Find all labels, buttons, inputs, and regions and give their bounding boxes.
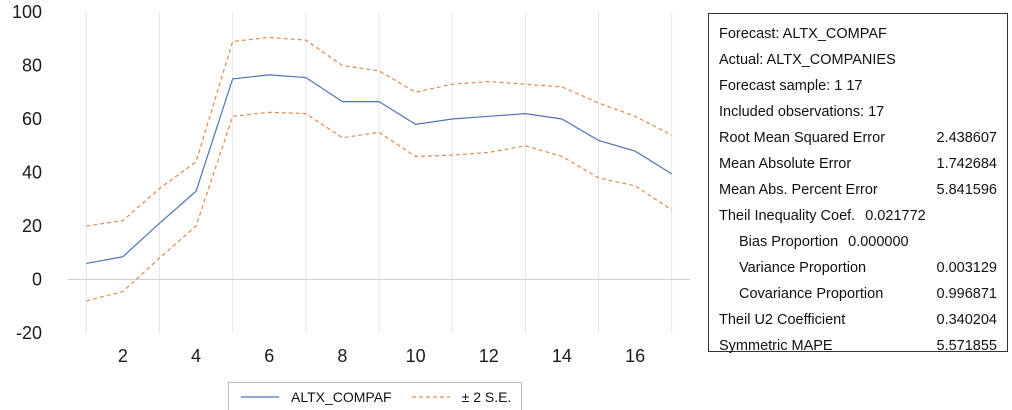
stats-label: Actual: ALTX_COMPANIES (719, 52, 896, 68)
stats-value: 2.438607 (936, 130, 997, 146)
stats-row: Variance Proportion 0.003129 (719, 255, 997, 281)
stats-row: Forecast sample: 1 17 (719, 73, 997, 99)
upper-band-line (86, 36, 672, 227)
stats-value: 0.000000 (848, 234, 909, 250)
stats-label: Variance Proportion (739, 260, 867, 276)
stats-row: Symmetric MAPE 5.571855 (719, 333, 997, 359)
legend-item: ± 2 S.E. (410, 388, 512, 405)
stats-label: Root Mean Squared Error (719, 130, 886, 146)
x-tick-label: 8 (337, 346, 347, 366)
stats-label: Covariance Proportion (739, 286, 884, 302)
stats-label: Mean Absolute Error (719, 156, 852, 172)
stats-value: 0.340204 (936, 312, 997, 328)
x-axis-ticks: 2 4 6 8 10 12 14 16 (118, 346, 645, 366)
x-tick-label: 14 (552, 346, 572, 366)
y-tick-label: -20 (16, 323, 42, 343)
stats-row: Bias Proportion 0.000000 (719, 229, 997, 255)
forecast-statistics-box: Forecast: ALTX_COMPAF Actual: ALTX_COMPAN… (708, 13, 1008, 354)
y-tick-label: 40 (22, 163, 42, 183)
chart-series (86, 36, 673, 302)
stats-row: Mean Absolute Error 1.742684 (719, 151, 997, 177)
y-tick-label: 80 (22, 56, 42, 76)
stats-value: 5.571855 (936, 338, 997, 354)
x-tick-label: 4 (191, 346, 201, 366)
forecast-chart: -20 0 20 40 60 80 100 2 4 6 8 10 12 14 16 (12, 2, 690, 366)
stats-label: Mean Abs. Percent Error (719, 182, 878, 198)
stats-label: Forecast sample: 1 17 (719, 78, 863, 94)
stats-label: Theil Inequality Coef. (719, 208, 856, 224)
chart-grid (68, 12, 690, 333)
stats-label: Bias Proportion (739, 234, 839, 250)
stats-value: 1.742684 (936, 156, 997, 172)
x-tick-label: 2 (118, 346, 128, 366)
stats-label: Included observations: 17 (719, 104, 885, 120)
legend-label: ALTX_COMPAF (291, 388, 392, 405)
stats-label: Symmetric MAPE (719, 338, 833, 354)
legend-item: ALTX_COMPAF (239, 389, 392, 405)
x-tick-label: 10 (406, 346, 426, 366)
stats-value: 0.996871 (936, 286, 997, 302)
stats-value: 0.021772 (865, 208, 926, 224)
chart-legend: ALTX_COMPAF ± 2 S.E. (228, 382, 523, 410)
stats-value: 0.003129 (936, 260, 997, 276)
x-tick-label: 16 (625, 346, 645, 366)
stats-row: Actual: ALTX_COMPANIES (719, 47, 997, 73)
legend-swatch (241, 395, 279, 398)
x-tick-label: 6 (264, 346, 274, 366)
y-tick-label: 100 (12, 2, 42, 22)
y-tick-label: 0 (32, 270, 42, 290)
y-axis-ticks: -20 0 20 40 60 80 100 (12, 2, 42, 343)
stats-row: Covariance Proportion 0.996871 (719, 281, 997, 307)
stats-label: Theil U2 Coefficient (719, 312, 846, 328)
lower-band-line (86, 111, 673, 302)
stats-row: Theil Inequality Coef. 0.021772 (719, 203, 997, 229)
stats-row: Forecast: ALTX_COMPAF (719, 21, 997, 47)
y-tick-label: 60 (22, 109, 42, 129)
legend-swatch (411, 395, 450, 398)
stats-row: Included observations: 17 (719, 99, 997, 125)
x-tick-label: 12 (479, 346, 499, 366)
stats-value: 5.841596 (936, 182, 997, 198)
legend-label: ± 2 S.E. (461, 388, 512, 405)
stats-row: Root Mean Squared Error 2.438607 (719, 125, 997, 151)
forecast-series-line (86, 74, 673, 265)
stats-label: Forecast: ALTX_COMPAF (719, 26, 887, 42)
stats-row: Theil U2 Coefficient 0.340204 (719, 307, 997, 333)
stats-row: Mean Abs. Percent Error 5.841596 (719, 177, 997, 203)
y-tick-label: 20 (22, 216, 42, 236)
